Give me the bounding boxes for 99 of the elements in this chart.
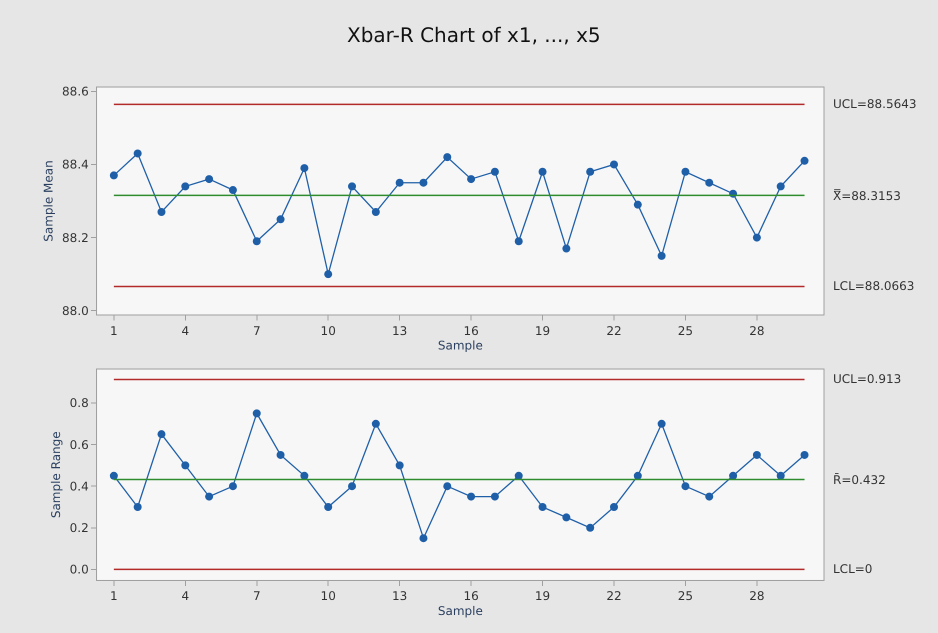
- point: [348, 482, 356, 490]
- chart-title: Xbar-R Chart of x1, ..., x5: [347, 23, 601, 47]
- point: [538, 503, 547, 511]
- point: [110, 472, 118, 480]
- point: [634, 472, 642, 480]
- point: [252, 409, 261, 418]
- ref-line-label: X̿=88.3153: [833, 188, 901, 204]
- point: [586, 524, 594, 532]
- x-tick-label: 13: [392, 324, 408, 338]
- point: [610, 503, 618, 511]
- point: [586, 168, 594, 176]
- ref-line-label: LCL=88.0663: [833, 279, 914, 293]
- point: [205, 492, 214, 501]
- x-tick-label: 16: [463, 324, 479, 338]
- x-tick-label: 16: [463, 589, 479, 604]
- point: [181, 461, 190, 470]
- x-tick-label: 7: [252, 589, 261, 604]
- x-tick-label: 7: [252, 324, 261, 338]
- point: [157, 208, 166, 216]
- point: [443, 153, 452, 162]
- x-tick-label: 25: [678, 324, 694, 338]
- point: [658, 252, 666, 260]
- point: [634, 200, 642, 209]
- point: [776, 472, 785, 480]
- point: [658, 420, 666, 428]
- point: [348, 182, 356, 190]
- point: [228, 186, 237, 194]
- x-tick-label: 10: [320, 589, 336, 604]
- y-tick-label: 0.2: [70, 521, 89, 536]
- x-tick-label: 4: [181, 589, 190, 604]
- point: [490, 168, 499, 176]
- point: [419, 534, 428, 542]
- point: [396, 461, 404, 470]
- x-axis-title: Sample: [438, 604, 483, 618]
- ref-line-label: R̄=0.432: [833, 473, 886, 488]
- point: [205, 175, 214, 184]
- x-tick-label: 28: [749, 324, 765, 338]
- x-tick-label: 13: [392, 589, 408, 604]
- x-tick-label: 22: [606, 324, 622, 338]
- point: [300, 164, 308, 172]
- point: [562, 244, 570, 253]
- point: [562, 513, 570, 522]
- point: [324, 503, 332, 511]
- x-tick-label: 25: [678, 589, 694, 604]
- point: [800, 156, 809, 165]
- x-tick-label: 1: [110, 324, 118, 338]
- point: [228, 482, 237, 490]
- x-axis-title: Sample: [438, 338, 483, 353]
- point: [181, 182, 190, 190]
- x-tick-label: 4: [181, 324, 190, 338]
- point: [276, 215, 285, 224]
- y-axis-title: Sample Mean: [41, 160, 56, 242]
- point: [681, 482, 690, 490]
- point: [372, 420, 380, 428]
- y-tick-label: 88.2: [62, 230, 89, 245]
- point: [276, 450, 285, 459]
- point: [752, 234, 761, 242]
- point: [419, 178, 428, 187]
- point: [300, 472, 308, 480]
- point: [752, 450, 761, 459]
- y-tick-label: 88.4: [62, 158, 89, 172]
- point: [705, 178, 714, 187]
- point: [514, 472, 523, 480]
- point: [776, 182, 785, 190]
- x-tick-label: 19: [534, 589, 550, 604]
- y-tick-label: 0.6: [70, 438, 89, 452]
- point: [134, 149, 142, 158]
- point: [538, 168, 547, 176]
- y-tick-label: 88.0: [62, 304, 89, 318]
- ref-line-label: LCL=0: [833, 562, 872, 576]
- x-tick-label: 19: [534, 324, 550, 338]
- point: [681, 168, 690, 176]
- point: [396, 178, 404, 187]
- point: [157, 430, 166, 438]
- point: [443, 482, 452, 490]
- y-tick-label: 0.0: [70, 562, 89, 577]
- point: [729, 472, 738, 480]
- point: [467, 175, 476, 184]
- x-tick-label: 28: [749, 589, 765, 604]
- point: [372, 208, 380, 216]
- ref-line-label: UCL=0.913: [833, 372, 902, 386]
- point: [800, 450, 809, 459]
- point: [610, 160, 618, 168]
- x-tick-label: 1: [110, 589, 118, 604]
- x-tick-label: 10: [320, 324, 336, 338]
- point: [490, 492, 499, 501]
- point: [514, 237, 523, 246]
- point: [324, 270, 332, 278]
- point: [134, 503, 142, 511]
- y-tick-label: 0.8: [70, 396, 89, 410]
- point: [110, 171, 118, 180]
- ref-line-label: UCL=88.5643: [833, 97, 917, 111]
- point: [252, 237, 261, 246]
- point: [467, 492, 476, 501]
- x-tick-label: 22: [606, 589, 622, 604]
- y-tick-label: 88.6: [62, 84, 89, 99]
- y-tick-label: 0.4: [70, 479, 89, 494]
- y-axis-title: Sample Range: [48, 431, 63, 518]
- point: [705, 492, 714, 501]
